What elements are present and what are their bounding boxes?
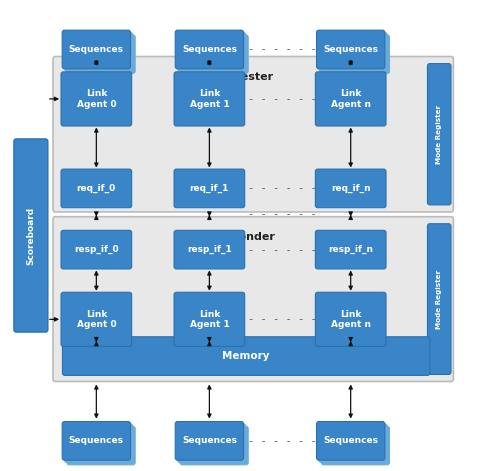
Text: Sequences: Sequences (323, 45, 378, 54)
FancyBboxPatch shape (316, 422, 385, 460)
Text: resp_if_1: resp_if_1 (187, 245, 232, 254)
Text: resp_if_0: resp_if_0 (74, 245, 119, 254)
Text: - - - - - -: - - - - - - (248, 244, 317, 255)
FancyBboxPatch shape (174, 292, 245, 347)
FancyBboxPatch shape (321, 35, 390, 73)
FancyBboxPatch shape (62, 337, 430, 375)
FancyBboxPatch shape (62, 422, 131, 460)
FancyBboxPatch shape (61, 169, 132, 208)
Text: - - - - - -: - - - - - - (248, 209, 317, 219)
Text: Mode Register: Mode Register (436, 105, 442, 164)
FancyBboxPatch shape (175, 30, 243, 69)
FancyBboxPatch shape (180, 426, 248, 465)
Text: Mode Register: Mode Register (436, 269, 442, 329)
FancyBboxPatch shape (14, 139, 48, 332)
FancyBboxPatch shape (180, 35, 248, 73)
FancyBboxPatch shape (315, 292, 386, 347)
FancyBboxPatch shape (319, 32, 387, 71)
FancyBboxPatch shape (428, 224, 451, 374)
Text: resp_if_n: resp_if_n (328, 245, 373, 254)
FancyBboxPatch shape (315, 230, 386, 269)
Text: Link
Agent 1: Link Agent 1 (190, 309, 229, 329)
Text: req_if_0: req_if_0 (77, 184, 116, 193)
FancyBboxPatch shape (175, 422, 243, 460)
FancyBboxPatch shape (174, 230, 245, 269)
Text: req_if_1: req_if_1 (190, 184, 229, 193)
Text: req_if_n: req_if_n (331, 184, 371, 193)
Text: Link
Agent 0: Link Agent 0 (76, 309, 116, 329)
Text: Sequences: Sequences (323, 436, 378, 446)
Text: Sequences: Sequences (69, 436, 124, 446)
Text: Link
Agent 0: Link Agent 0 (76, 89, 116, 109)
FancyBboxPatch shape (174, 169, 245, 208)
Text: Link
Agent 1: Link Agent 1 (190, 89, 229, 109)
Text: - - - - - -: - - - - - - (248, 183, 317, 194)
FancyBboxPatch shape (61, 292, 132, 347)
Text: Link
Agent n: Link Agent n (331, 89, 371, 109)
Text: Sequences: Sequences (182, 436, 237, 446)
Text: Sequences: Sequences (69, 45, 124, 54)
Text: - - - - - -: - - - - - - (248, 314, 317, 325)
Text: Responder: Responder (208, 232, 275, 242)
FancyBboxPatch shape (315, 72, 386, 126)
Text: Link
Agent n: Link Agent n (331, 309, 371, 329)
Text: Memory: Memory (222, 351, 270, 361)
FancyBboxPatch shape (321, 426, 390, 465)
FancyBboxPatch shape (64, 32, 133, 71)
FancyBboxPatch shape (67, 35, 135, 73)
Text: - - - - - -: - - - - - - (248, 94, 317, 104)
FancyBboxPatch shape (316, 30, 385, 69)
FancyBboxPatch shape (61, 230, 132, 269)
Text: - - - - - -: - - - - - - (248, 44, 317, 55)
Text: Scoreboard: Scoreboard (26, 206, 36, 265)
FancyBboxPatch shape (61, 72, 132, 126)
Text: Sequences: Sequences (182, 45, 237, 54)
FancyBboxPatch shape (178, 424, 246, 463)
FancyBboxPatch shape (64, 424, 133, 463)
Text: - - - - - -: - - - - - - (248, 436, 317, 446)
FancyBboxPatch shape (319, 424, 387, 463)
FancyBboxPatch shape (53, 217, 454, 382)
FancyBboxPatch shape (53, 57, 454, 212)
Text: Requester: Requester (209, 72, 274, 82)
FancyBboxPatch shape (178, 32, 246, 71)
FancyBboxPatch shape (428, 64, 451, 205)
FancyBboxPatch shape (62, 30, 131, 69)
FancyBboxPatch shape (67, 426, 135, 465)
FancyBboxPatch shape (315, 169, 386, 208)
FancyBboxPatch shape (174, 72, 245, 126)
